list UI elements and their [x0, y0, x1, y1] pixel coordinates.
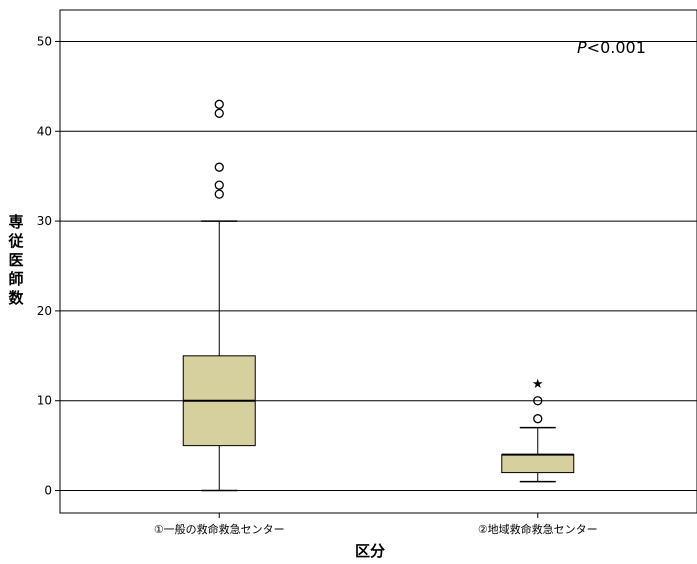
- y-tick-label: 10: [37, 394, 52, 408]
- p-value-annotation: P<0.001: [577, 38, 646, 57]
- box: [501, 454, 575, 474]
- x-tick-label: ②地域救命救急センター: [478, 522, 598, 536]
- outlier-point: [214, 189, 224, 199]
- y-tick-label: 40: [37, 124, 52, 138]
- y-tick-label: 20: [37, 304, 52, 318]
- outlier-point: [214, 180, 224, 190]
- y-axis-label: 専従医師数: [8, 213, 24, 307]
- p-symbol: P: [577, 38, 587, 57]
- p-value-text: <0.001: [586, 38, 646, 57]
- outlier-point: [214, 99, 224, 109]
- outlier-point: [533, 414, 543, 424]
- extreme-point: ★: [532, 377, 544, 392]
- plot-area: [59, 9, 697, 514]
- outlier-point: [214, 108, 224, 118]
- outlier-point: [214, 162, 224, 172]
- x-axis-label: 区分: [354, 542, 385, 560]
- y-tick-label: 30: [37, 214, 52, 228]
- outlier-point: [533, 396, 543, 406]
- x-tick-label: ①一般の救命救急センター: [154, 522, 285, 536]
- y-tick-label: 50: [37, 34, 52, 48]
- y-tick-label: 0: [44, 484, 52, 498]
